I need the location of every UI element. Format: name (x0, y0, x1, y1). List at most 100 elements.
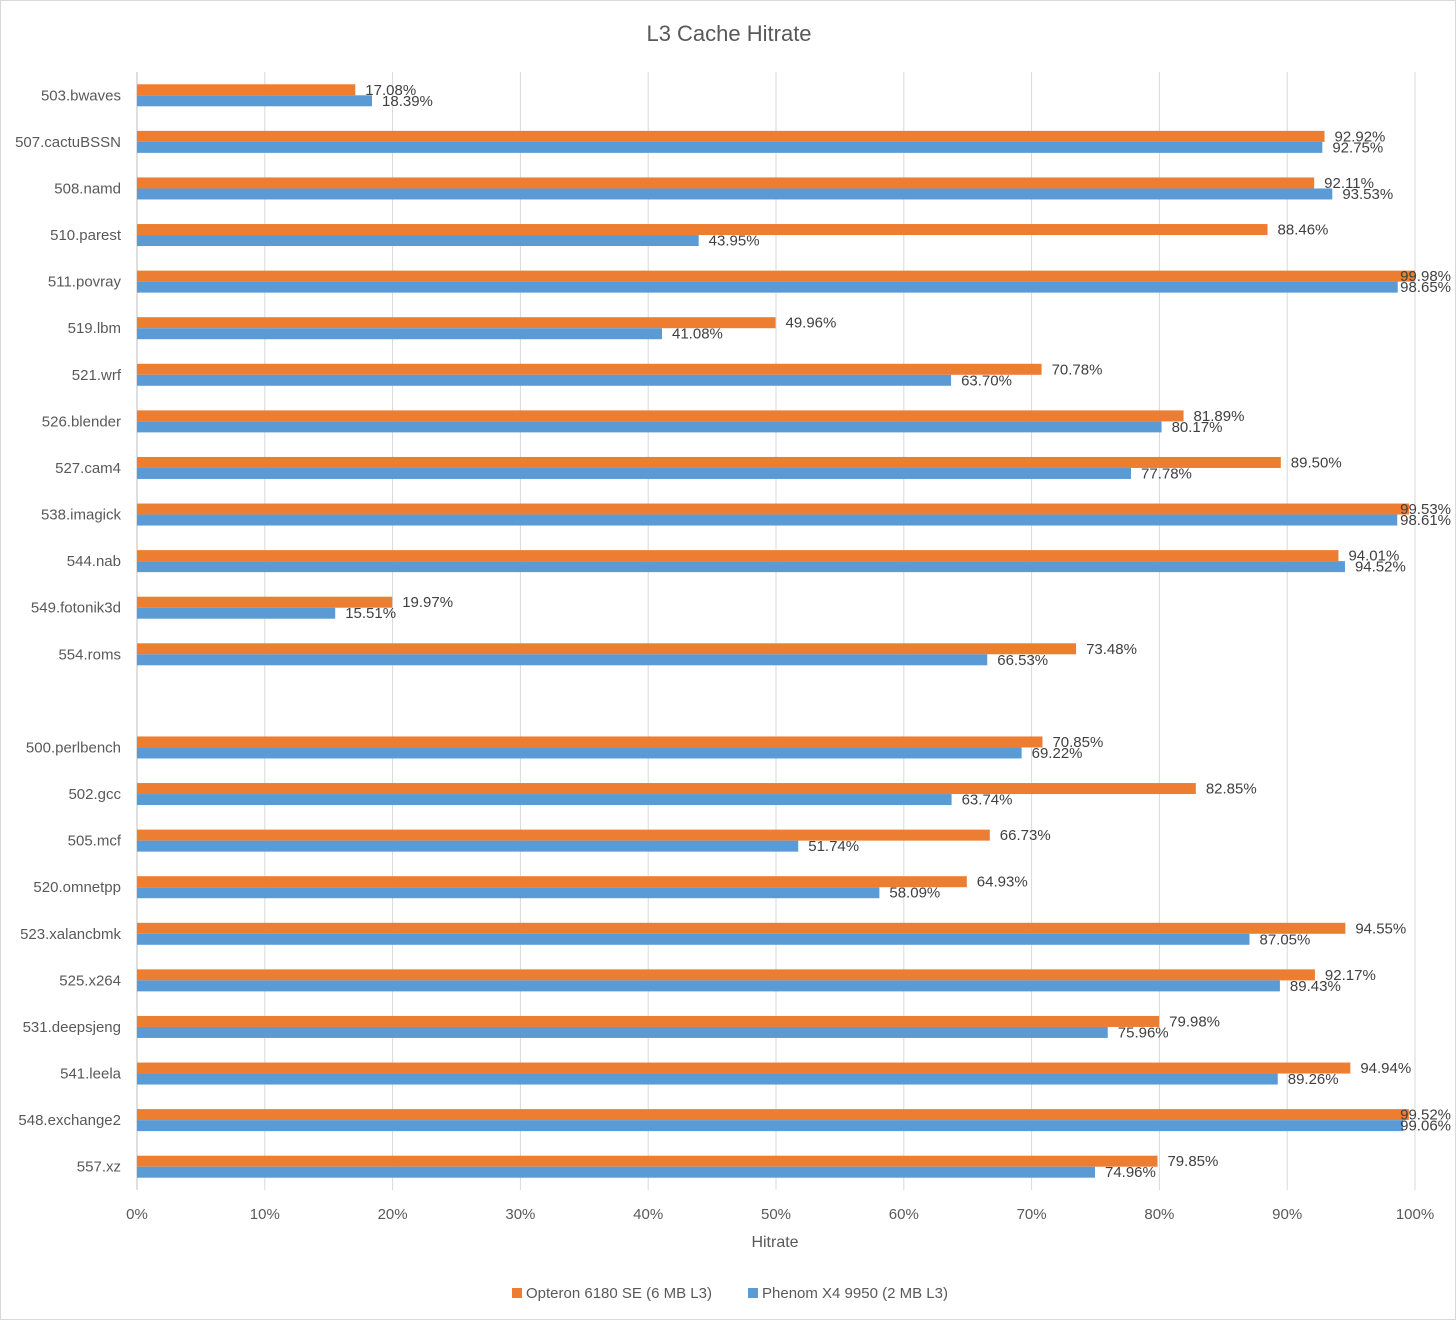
category-label: 544.nab (67, 553, 121, 570)
category-label: 507.cactuBSSN (15, 134, 121, 151)
data-label: 99.98% (1400, 268, 1451, 285)
gridlines (136, 72, 1416, 1190)
bar-opteron (137, 783, 1196, 795)
x-axis-ticks: 0% 10% 20% 30% 40% 50% 60% 70% 80% 90% 100% (126, 1206, 1434, 1223)
data-label: 89.43% (1290, 978, 1341, 995)
bar-phenom (137, 514, 1398, 526)
bar-phenom (137, 980, 1280, 992)
bar-phenom (137, 1026, 1108, 1038)
legend-swatch-opteron (512, 1288, 522, 1298)
category-label: 554.roms (58, 646, 121, 663)
bar-opteron (137, 130, 1325, 142)
bar-opteron (137, 1155, 1158, 1167)
data-label: 75.96% (1118, 1024, 1169, 1041)
category-labels: 503.bwaves 507.cactuBSSN 508.namd 510.pares… (15, 87, 122, 1175)
data-label: 70.85% (1052, 734, 1103, 751)
bar-opteron (137, 503, 1409, 515)
x-tick-label: 100% (1396, 1206, 1434, 1223)
category-label: 548.exchange2 (18, 1112, 121, 1129)
category-label: 500.perlbench (26, 739, 121, 756)
bar-phenom (137, 1073, 1278, 1085)
data-label: 98.65% (1400, 279, 1451, 296)
bar-phenom (137, 421, 1162, 433)
data-label: 89.26% (1288, 1071, 1339, 1088)
bar-phenom (137, 467, 1132, 479)
data-label: 49.96% (785, 315, 836, 332)
data-label: 18.39% (382, 93, 433, 110)
data-label: 66.73% (1000, 827, 1051, 844)
bar-phenom (137, 235, 699, 247)
data-label: 77.78% (1141, 465, 1192, 482)
data-label: 99.52% (1400, 1107, 1451, 1124)
category-label: 538.imagick (41, 507, 122, 524)
legend-label-opteron: Opteron 6180 SE (6 MB L3) (526, 1285, 712, 1302)
data-labels: 17.08%18.39% 92.92%92.75% 92.11%93.53% 88.4… (345, 82, 1451, 1181)
data-label: 41.08% (672, 326, 723, 343)
category-label: 527.cam4 (55, 460, 121, 477)
x-tick-label: 90% (1272, 1206, 1302, 1223)
bar-opteron (137, 410, 1184, 422)
data-label: 74.96% (1105, 1164, 1156, 1181)
x-tick-label: 40% (633, 1206, 663, 1223)
category-label: 557.xz (77, 1159, 121, 1176)
data-label: 94.52% (1355, 559, 1406, 576)
data-label: 93.53% (1342, 186, 1393, 203)
bar-opteron (137, 317, 776, 329)
data-label: 51.74% (808, 838, 859, 855)
x-axis-title: Hitrate (751, 1234, 798, 1251)
category-label: 503.bwaves (41, 87, 121, 104)
bar-opteron (137, 969, 1315, 981)
data-label: 92.75% (1332, 139, 1383, 156)
data-label: 89.50% (1291, 454, 1342, 471)
data-label: 92.92% (1335, 128, 1386, 145)
data-label: 87.05% (1259, 931, 1310, 948)
bar-opteron (137, 922, 1346, 934)
data-label: 82.85% (1206, 781, 1257, 798)
bar-opteron (137, 1062, 1351, 1074)
category-label: 526.blender (42, 413, 121, 430)
legend: Opteron 6180 SE (6 MB L3) Phenom X4 9950 … (512, 1285, 948, 1302)
bar-phenom (137, 1166, 1095, 1178)
bar-opteron (137, 270, 1415, 282)
data-label: 15.51% (345, 605, 396, 622)
data-label: 94.94% (1360, 1060, 1411, 1077)
data-label: 88.46% (1278, 222, 1329, 239)
bars (137, 84, 1415, 1178)
category-label: 505.mcf (68, 833, 122, 850)
bar-opteron (137, 1109, 1409, 1121)
bar-phenom (137, 141, 1323, 153)
bar-opteron (137, 550, 1339, 562)
x-tick-label: 70% (1017, 1206, 1047, 1223)
data-label: 69.22% (1032, 745, 1083, 762)
bar-opteron (137, 363, 1042, 375)
category-label: 510.parest (50, 227, 122, 244)
data-label: 73.48% (1086, 641, 1137, 658)
data-label: 64.93% (977, 874, 1028, 891)
data-label: 98.61% (1400, 512, 1451, 529)
category-label: 523.xalancbmk (20, 926, 121, 943)
data-label: 70.78% (1052, 361, 1103, 378)
data-label: 58.09% (889, 885, 940, 902)
legend-label-phenom: Phenom X4 9950 (2 MB L3) (762, 1285, 948, 1302)
chart-title: L3 Cache Hitrate (646, 21, 811, 46)
bar-phenom (137, 607, 336, 619)
category-label: 531.deepsjeng (23, 1019, 121, 1036)
bar-phenom (137, 887, 880, 899)
bar-opteron (137, 736, 1043, 748)
data-label: 92.11% (1324, 175, 1374, 192)
bar-opteron (137, 876, 967, 888)
category-label: 541.leela (60, 1066, 122, 1083)
x-tick-label: 10% (250, 1206, 280, 1223)
bar-phenom (137, 747, 1022, 759)
bar-phenom (137, 281, 1398, 293)
bar-opteron (137, 596, 393, 608)
x-tick-label: 80% (1144, 1206, 1174, 1223)
data-label: 94.01% (1348, 548, 1399, 565)
bar-opteron (137, 84, 356, 96)
bar-phenom (137, 188, 1333, 200)
x-tick-label: 60% (889, 1206, 919, 1223)
category-label: 520.omnetpp (33, 879, 121, 896)
data-label: 92.17% (1325, 967, 1376, 984)
bar-phenom (137, 561, 1345, 573)
